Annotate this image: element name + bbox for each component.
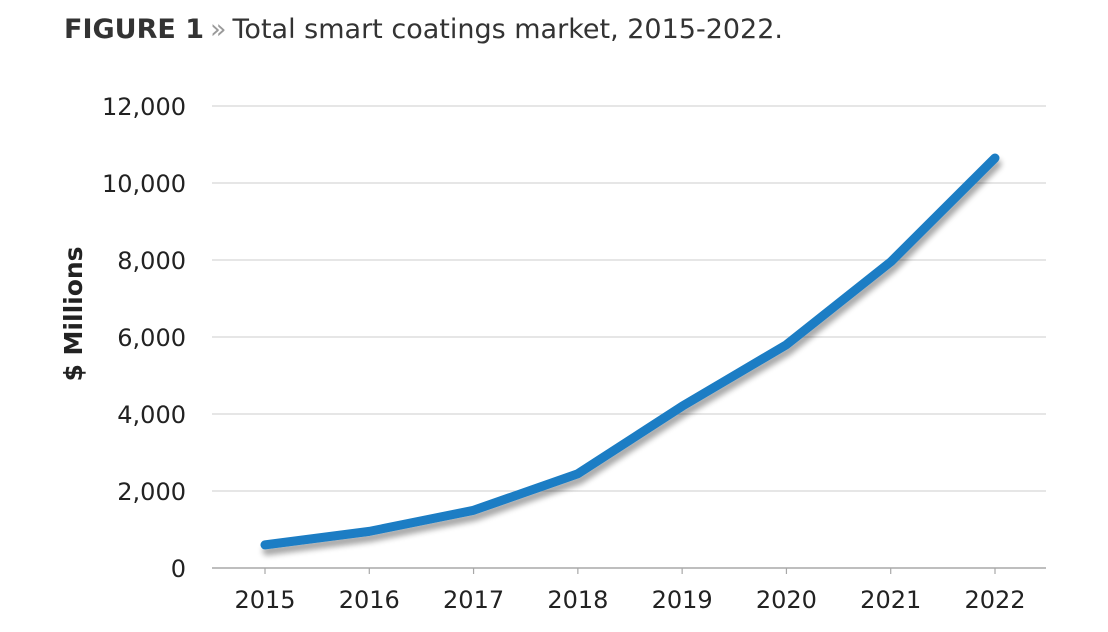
series-line [260,153,1000,550]
figure-separator: » [210,14,227,45]
gridlines [212,105,1046,569]
y-tick-label: 0 [171,555,186,583]
y-tick-label: 10,000 [102,170,186,198]
y-axis-title: $ Millions [59,246,88,381]
y-tick-label: 2,000 [117,478,186,506]
y-tick-label: 4,000 [117,401,186,429]
x-tick-label: 2016 [339,586,400,614]
y-tick-label: 8,000 [117,247,186,275]
figure-header: FIGURE 1» Total smart coatings market, 20… [64,14,783,45]
y-axis: 0 2,000 4,000 6,000 8,000 10,000 12,000 [102,93,186,583]
chart-title: Total smart coatings market, 2015-2022. [232,14,783,45]
x-tick-label: 2020 [756,586,817,614]
x-tick-label: 2021 [860,586,921,614]
x-tick-label: 2018 [547,586,608,614]
x-tick-label: 2022 [964,586,1025,614]
y-tick-label: 12,000 [102,93,186,121]
figure-label: FIGURE 1 [64,14,204,45]
series-layer [260,153,1000,550]
x-axis: 2015 2016 2017 2018 2019 2020 2021 2022 [234,568,1026,614]
x-tick-label: 2015 [234,586,295,614]
y-tick-label: 6,000 [117,324,186,352]
x-tick-label: 2019 [652,586,713,614]
x-tick-label: 2017 [443,586,504,614]
